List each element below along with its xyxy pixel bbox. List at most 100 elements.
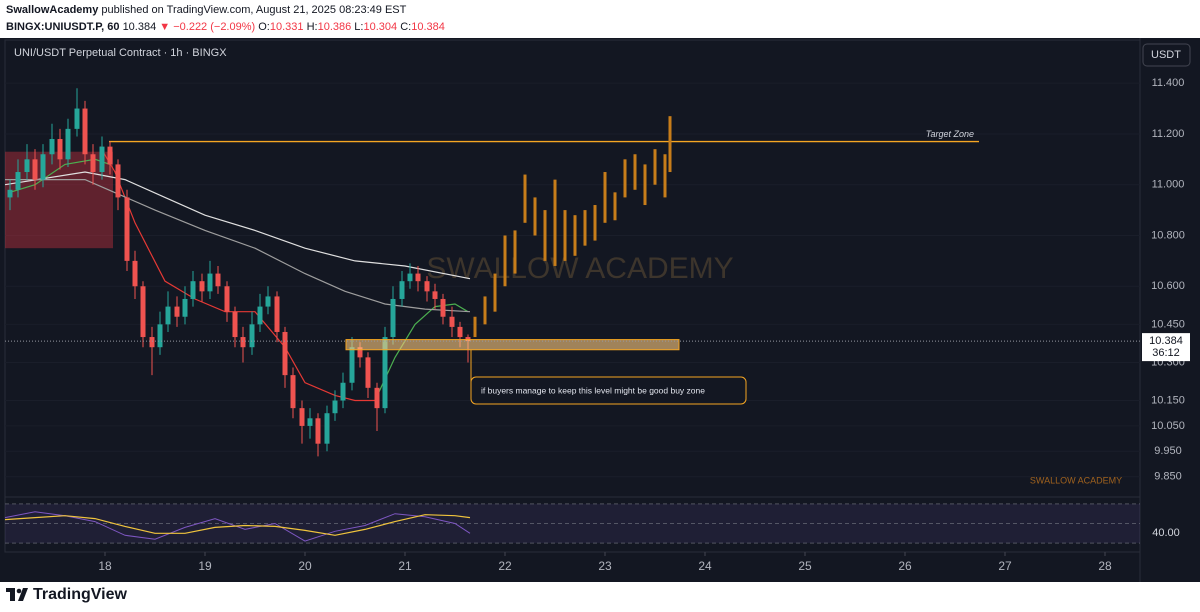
y-tick-label: 10.800 bbox=[1151, 229, 1185, 241]
x-tick-label: 27 bbox=[998, 559, 1012, 573]
c-label: C: bbox=[400, 21, 412, 33]
projection-bar bbox=[553, 179, 557, 266]
candle-body bbox=[40, 154, 46, 180]
rsi-value-label: 40.00 bbox=[1152, 527, 1180, 539]
candle-body bbox=[57, 139, 63, 160]
projection-bar bbox=[493, 273, 497, 312]
projection-bar bbox=[643, 164, 647, 206]
y-tick-label: 10.050 bbox=[1151, 420, 1185, 432]
projection-bar bbox=[613, 192, 617, 221]
candle-body bbox=[324, 413, 330, 444]
change: ▼ −0.222 (−2.09%) bbox=[159, 21, 256, 33]
candle-body bbox=[115, 164, 121, 198]
candle-body bbox=[15, 172, 21, 190]
projection-bar bbox=[583, 210, 587, 246]
y-tick-label: 10.600 bbox=[1151, 280, 1185, 292]
x-tick-label: 25 bbox=[798, 559, 812, 573]
candle-body bbox=[99, 146, 105, 173]
ma-line bbox=[4, 171, 471, 280]
candle-body bbox=[432, 291, 438, 299]
currency[interactable]: USDT bbox=[1151, 49, 1181, 61]
o: 10.331 bbox=[269, 21, 304, 33]
candle-body bbox=[132, 260, 138, 287]
last-price-box bbox=[1142, 333, 1190, 362]
last: 10.384 bbox=[122, 21, 157, 33]
header-line: BINGX:UNIUSDT.P, 60 10.384 ▼ −0.222 (−2.… bbox=[6, 19, 445, 36]
ma-line bbox=[99, 146, 375, 402]
note: if buyers manage to keep this level migh… bbox=[481, 385, 705, 395]
candle-body bbox=[282, 331, 288, 376]
x-tick-label: 18 bbox=[98, 559, 112, 573]
projection-bar bbox=[668, 116, 672, 173]
published: published on TradingView.com, August 21,… bbox=[101, 4, 407, 16]
candle-body bbox=[307, 418, 313, 426]
candle-body bbox=[257, 306, 263, 325]
candle-body bbox=[190, 281, 196, 299]
h: 10.386 bbox=[317, 21, 352, 33]
candle-body bbox=[357, 347, 363, 358]
footer: TradingView bbox=[6, 586, 127, 604]
projection-bar bbox=[563, 210, 567, 261]
chart-title: UNI/USDT Perpetual Contract · 1h · BINGX bbox=[14, 47, 227, 59]
y-tick-label: 9.950 bbox=[1154, 445, 1182, 457]
candle-body bbox=[349, 347, 355, 383]
candle-body bbox=[140, 286, 146, 338]
y-tick-label: 10.150 bbox=[1151, 394, 1185, 406]
o-label: O: bbox=[258, 21, 270, 33]
candle-body bbox=[332, 400, 338, 414]
candle-body bbox=[399, 281, 405, 299]
x-tick-label: 19 bbox=[198, 559, 212, 573]
candle-body bbox=[24, 159, 30, 173]
c: 10.384 bbox=[411, 21, 445, 33]
brand: TradingView bbox=[33, 586, 127, 603]
candle-body bbox=[65, 128, 71, 160]
author: SwallowAcademy bbox=[6, 4, 99, 16]
candle-body bbox=[374, 387, 380, 409]
projection-bar bbox=[523, 174, 527, 223]
candle-body bbox=[315, 418, 321, 444]
x-tick-label: 26 bbox=[898, 559, 912, 573]
supply-zone bbox=[5, 151, 113, 249]
buy-zone bbox=[345, 339, 680, 351]
watermark: SWALLOW ACADEMY bbox=[426, 252, 733, 285]
header-line: SwallowAcademy published on TradingView.… bbox=[6, 2, 445, 19]
candle-body bbox=[265, 296, 271, 307]
candle-body bbox=[149, 337, 155, 348]
projection-bar bbox=[653, 149, 657, 185]
currency-button[interactable] bbox=[1142, 43, 1191, 67]
y-tick-label: 10.450 bbox=[1151, 318, 1185, 330]
candle-body bbox=[382, 337, 388, 409]
y-tick-label: 11.200 bbox=[1152, 128, 1185, 140]
candle-body bbox=[340, 382, 346, 401]
note-box bbox=[470, 376, 747, 405]
projection-bar bbox=[633, 154, 637, 190]
candle-body bbox=[7, 189, 13, 198]
x-tick-label: 20 bbox=[298, 559, 312, 573]
logo bbox=[6, 588, 28, 601]
candle-body bbox=[174, 306, 180, 317]
candle-body bbox=[249, 324, 255, 348]
projection-bar bbox=[603, 172, 607, 223]
rsi-line bbox=[4, 511, 471, 542]
background bbox=[0, 38, 1200, 582]
last-price-label: 10.384 bbox=[1149, 335, 1183, 347]
x-tick-label: 24 bbox=[698, 559, 712, 573]
projection-bar bbox=[503, 235, 507, 287]
h-label: H: bbox=[306, 21, 318, 33]
candle-body bbox=[157, 324, 163, 348]
candle-body bbox=[215, 273, 221, 287]
projection-bar bbox=[513, 230, 517, 274]
candle-body bbox=[457, 326, 463, 338]
x-tick-label: 23 bbox=[598, 559, 612, 573]
candle-body bbox=[82, 108, 88, 155]
candle-body bbox=[49, 139, 55, 155]
candle-body bbox=[365, 357, 371, 388]
candle-body bbox=[182, 298, 188, 317]
x-tick-label: 22 bbox=[498, 559, 512, 573]
countdown: 36:12 bbox=[1152, 347, 1180, 359]
x-tick-label: 21 bbox=[398, 559, 412, 573]
candle-body bbox=[32, 159, 38, 180]
candle-body bbox=[224, 286, 230, 312]
header: SwallowAcademy published on TradingView.… bbox=[6, 2, 445, 36]
